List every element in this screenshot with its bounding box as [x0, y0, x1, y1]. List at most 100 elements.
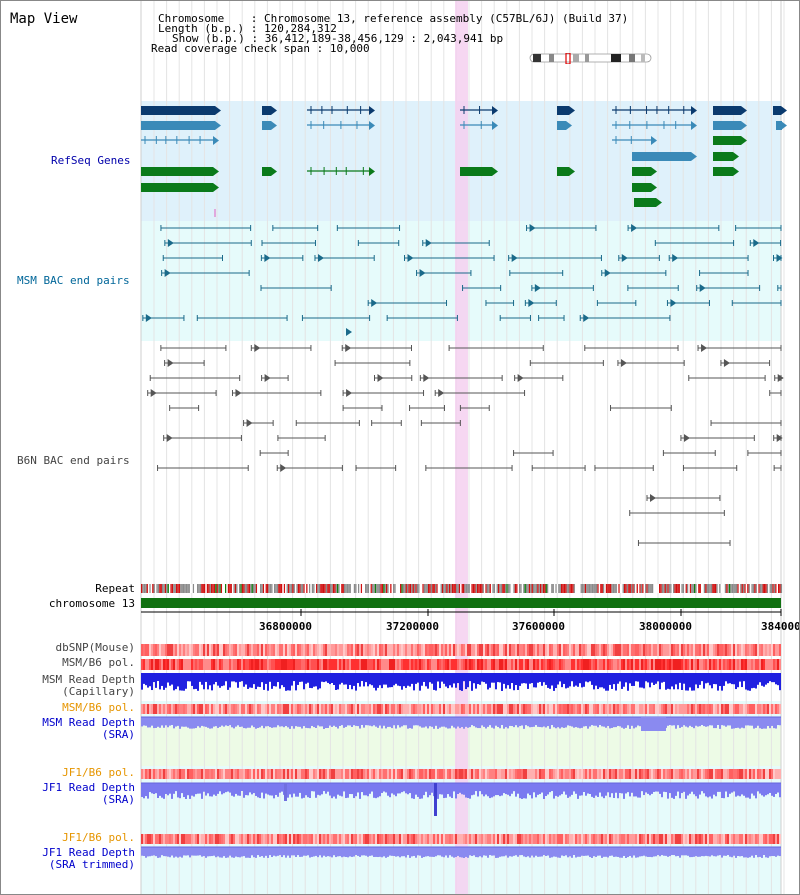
heat-cell	[535, 834, 537, 844]
depth-bar	[559, 783, 561, 796]
heat-cell	[763, 659, 765, 670]
repeat-block	[527, 584, 529, 593]
heat-cell	[419, 769, 421, 779]
depth-bar	[277, 717, 279, 726]
heat-cell	[305, 834, 307, 844]
depth-bar	[461, 717, 463, 728]
repeat-block	[240, 584, 242, 593]
heat-cell	[625, 834, 627, 844]
depth-bar	[407, 717, 409, 729]
heat-cell	[481, 704, 483, 714]
heat-cell	[581, 644, 583, 656]
depth-bar	[155, 783, 157, 794]
heat-cell	[463, 834, 465, 844]
heat-cell	[405, 834, 407, 844]
heat-cell	[231, 644, 233, 656]
heat-cell	[251, 704, 253, 714]
gene-block	[141, 121, 215, 130]
depth-bar	[389, 717, 391, 727]
repeat-block	[503, 584, 505, 593]
depth-bar	[349, 717, 351, 726]
heat-cell	[537, 834, 539, 844]
repeat-block	[695, 584, 697, 593]
depth-bar	[621, 783, 623, 794]
heat-cell	[285, 644, 287, 656]
bac-pair-arrow	[246, 419, 253, 427]
gene-block	[632, 183, 651, 192]
depth-bar	[469, 717, 471, 728]
heat-cell	[343, 704, 345, 714]
heat-cell	[741, 644, 743, 656]
heat-cell	[351, 659, 353, 670]
depth-bar	[569, 847, 571, 857]
repeat-block	[577, 584, 580, 593]
depth-bar	[515, 717, 517, 726]
heat-cell	[277, 704, 279, 714]
heat-cell	[657, 704, 659, 714]
depth-bar	[299, 673, 301, 682]
repeat-block	[566, 584, 568, 593]
depth-bar	[531, 847, 533, 856]
repeat-block	[404, 584, 406, 593]
depth-bar	[353, 847, 355, 857]
depth-bar	[269, 673, 271, 682]
heat-cell	[249, 834, 251, 844]
depth-bar	[217, 673, 219, 686]
depth-bar	[459, 717, 461, 729]
depth-bar	[403, 783, 405, 792]
heat-cell	[417, 659, 419, 670]
heat-cell	[443, 769, 445, 779]
repeat-block	[311, 584, 314, 593]
repeat-block	[250, 584, 252, 593]
heat-cell	[465, 769, 467, 779]
repeat-block	[335, 584, 337, 593]
depth-bar	[255, 717, 257, 729]
depth-bar	[723, 717, 725, 726]
depth-bar	[369, 673, 371, 685]
depth-bar	[589, 783, 591, 794]
depth-bar	[477, 783, 479, 797]
heat-cell	[415, 769, 417, 779]
depth-bar	[147, 717, 149, 728]
depth-bar	[685, 673, 687, 691]
heat-cell	[229, 834, 231, 844]
heat-cell	[431, 644, 433, 656]
repeat-block	[419, 584, 421, 593]
heat-cell	[221, 644, 223, 656]
depth-bar	[503, 673, 505, 684]
depth-bar	[153, 847, 155, 856]
depth-bar	[519, 717, 521, 727]
heat-cell	[339, 644, 341, 656]
heat-cell	[411, 659, 413, 670]
repeat-block	[293, 584, 295, 593]
heat-cell	[195, 704, 197, 714]
depth-bar	[225, 783, 227, 793]
heat-cell	[287, 659, 289, 670]
depth-bar	[247, 783, 249, 796]
depth-bar	[383, 783, 385, 792]
depth-bar	[597, 783, 599, 797]
chromosome-ideogram[interactable]	[529, 53, 653, 64]
repeat-block	[743, 584, 745, 593]
heat-cell	[705, 834, 707, 844]
depth-bar	[601, 783, 603, 797]
heat-cell	[745, 769, 747, 779]
depth-bar	[301, 783, 303, 799]
heat-cell	[555, 834, 557, 844]
depth-bar	[607, 783, 609, 793]
heat-cell	[445, 659, 447, 670]
heat-cell	[633, 644, 635, 656]
heat-cell	[173, 834, 175, 844]
heat-cell	[251, 644, 253, 656]
heat-cell	[661, 769, 663, 779]
heat-cell	[173, 644, 175, 656]
depth-bar	[691, 847, 693, 858]
depth-bar	[275, 783, 277, 795]
repeat-block	[156, 584, 158, 593]
heat-cell	[345, 704, 347, 714]
heat-cell	[689, 644, 691, 656]
depth-bar	[249, 783, 251, 793]
depth-bar	[679, 783, 681, 799]
depth-bar	[187, 847, 189, 856]
heat-cell	[745, 659, 747, 670]
